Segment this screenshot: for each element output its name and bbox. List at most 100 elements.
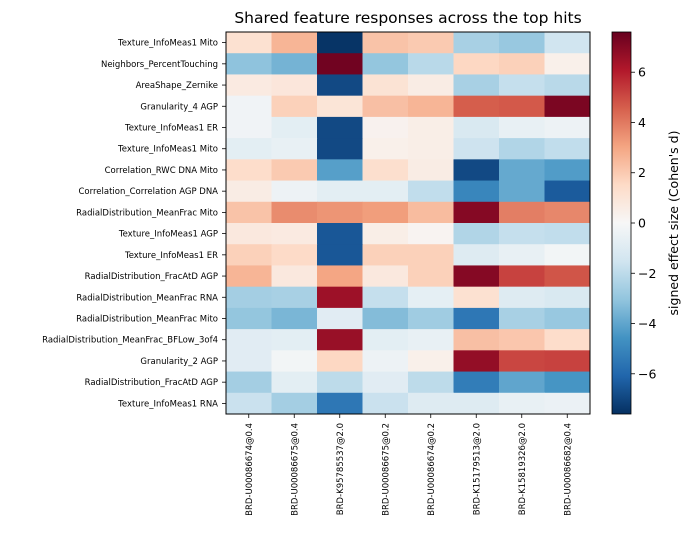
heatmap-cell: [499, 223, 545, 245]
heatmap-cell: [408, 180, 454, 203]
heatmap-cell: [317, 371, 363, 394]
heatmap-cell: [408, 392, 454, 415]
heatmap-cell: [544, 53, 591, 75]
heatmap-cell: [317, 53, 363, 75]
heatmap-cell: [544, 265, 591, 288]
heatmap-cell: [453, 371, 500, 394]
heatmap-cell: [271, 392, 318, 415]
heatmap-cell: [317, 286, 363, 309]
colorbar-ticks: −6 −4 −2 0 2 4 6: [631, 65, 656, 381]
row-label: Correlation_RWC DNA Mito: [105, 166, 218, 176]
heatmap-cell: [317, 74, 363, 97]
heatmap-cell: [544, 32, 591, 54]
heatmap-cell: [271, 307, 318, 330]
heatmap-cell: [453, 244, 500, 266]
heatmap-cell: [453, 95, 500, 118]
heatmap-cell: [362, 138, 409, 160]
heatmap-cell: [408, 265, 454, 288]
heatmap-frame: [225, 31, 591, 415]
heatmap-cell: [271, 138, 318, 160]
heatmap-cell: [499, 180, 545, 203]
heatmap-cell: [226, 32, 272, 54]
heatmap-cell: [453, 350, 500, 373]
heatmap-cell: [453, 159, 500, 182]
heatmap-cell: [226, 201, 272, 224]
row-label: RadialDistribution_FracAtD AGP: [85, 272, 218, 282]
heatmap-cell: [408, 350, 454, 373]
heatmap-cell: [317, 329, 363, 351]
heatmap-cell: [317, 223, 363, 245]
heatmap-cell: [453, 286, 500, 309]
heatmap-cell: [317, 350, 363, 373]
heatmap-cell: [271, 159, 318, 182]
heatmap-cell: [226, 138, 272, 160]
heatmap-cell: [544, 350, 591, 373]
row-labels: Texture_InfoMeas1 Mito Neighbors_PercentT…: [42, 39, 226, 409]
heatmap-cell: [226, 350, 272, 373]
column-label: BRD-U00086682@0.4: [563, 423, 573, 516]
heatmap-cell: [271, 201, 318, 224]
colorbar-tick-label: 0: [638, 216, 646, 231]
heatmap-cell: [226, 244, 272, 266]
colorbar-tick-label: −2: [638, 266, 656, 281]
heatmap-cell: [362, 223, 409, 245]
heatmap-cell: [226, 180, 272, 203]
heatmap-cell: [453, 265, 500, 288]
heatmap-cell: [362, 74, 409, 97]
heatmap-cell: [499, 350, 545, 373]
heatmap-cell: [453, 116, 500, 139]
heatmap-cell: [362, 265, 409, 288]
heatmap-cell: [317, 392, 363, 415]
heatmap-cell: [544, 244, 591, 266]
heatmap-cell: [317, 244, 363, 266]
heatmap-cell: [499, 201, 545, 224]
heatmap-cell: [453, 74, 500, 97]
heatmap-cell: [271, 223, 318, 245]
heatmap-cell: [362, 201, 409, 224]
heatmap-cell: [226, 265, 272, 288]
heatmap-cell: [226, 392, 272, 415]
chart-title: Shared feature responses across the top …: [234, 9, 581, 27]
heatmap-cell: [408, 223, 454, 245]
heatmap-cell: [408, 159, 454, 182]
heatmap-cell: [317, 307, 363, 330]
heatmap-cell: [271, 53, 318, 75]
heatmap-cell: [271, 286, 318, 309]
column-label: BRD-K15819326@2.0: [518, 423, 528, 515]
column-label: BRD-K95785537@2.0: [336, 423, 346, 515]
row-label: RadialDistribution_MeanFrac Mito: [76, 208, 218, 218]
heatmap-cell: [317, 138, 363, 160]
column-label: BRD-U00086674@0.2: [427, 423, 437, 516]
heatmap-cell: [453, 32, 500, 54]
row-label: Granularity_2 AGP: [140, 357, 218, 367]
heatmap-cell: [453, 392, 500, 415]
heatmap-cell: [499, 371, 545, 394]
heatmap-cell: [499, 32, 545, 54]
heatmap-cell: [408, 307, 454, 330]
column-label: BRD-U00086675@0.2: [381, 423, 391, 516]
heatmap-cell: [271, 95, 318, 118]
colorbar-tick-label: 6: [638, 65, 646, 80]
heatmap-cell: [453, 307, 500, 330]
heatmap-cell: [317, 116, 363, 139]
heatmap-cell: [317, 201, 363, 224]
colorbar: [611, 31, 632, 415]
heatmap-cell: [408, 32, 454, 54]
heatmap-cell: [226, 95, 272, 118]
column-labels: BRD-U00086674@0.4 BRD-U00086675@0.4 BRD-K9…: [245, 414, 573, 516]
column-label: BRD-U00086675@0.4: [290, 423, 300, 516]
heatmap-cell: [271, 32, 318, 54]
heatmap-cell: [226, 329, 272, 351]
heatmap-cell: [271, 350, 318, 373]
heatmap-cell: [544, 74, 591, 97]
heatmap-cell: [408, 329, 454, 351]
heatmap-cell: [499, 74, 545, 97]
heatmap-cell: [408, 53, 454, 75]
heatmap-cell: [226, 223, 272, 245]
heatmap-cell: [317, 180, 363, 203]
heatmap-cell: [544, 329, 591, 351]
row-label: Texture_InfoMeas1 Mito: [117, 145, 218, 155]
heatmap-cell: [499, 286, 545, 309]
heatmap-cell: [453, 53, 500, 75]
heatmap-cell: [499, 265, 545, 288]
